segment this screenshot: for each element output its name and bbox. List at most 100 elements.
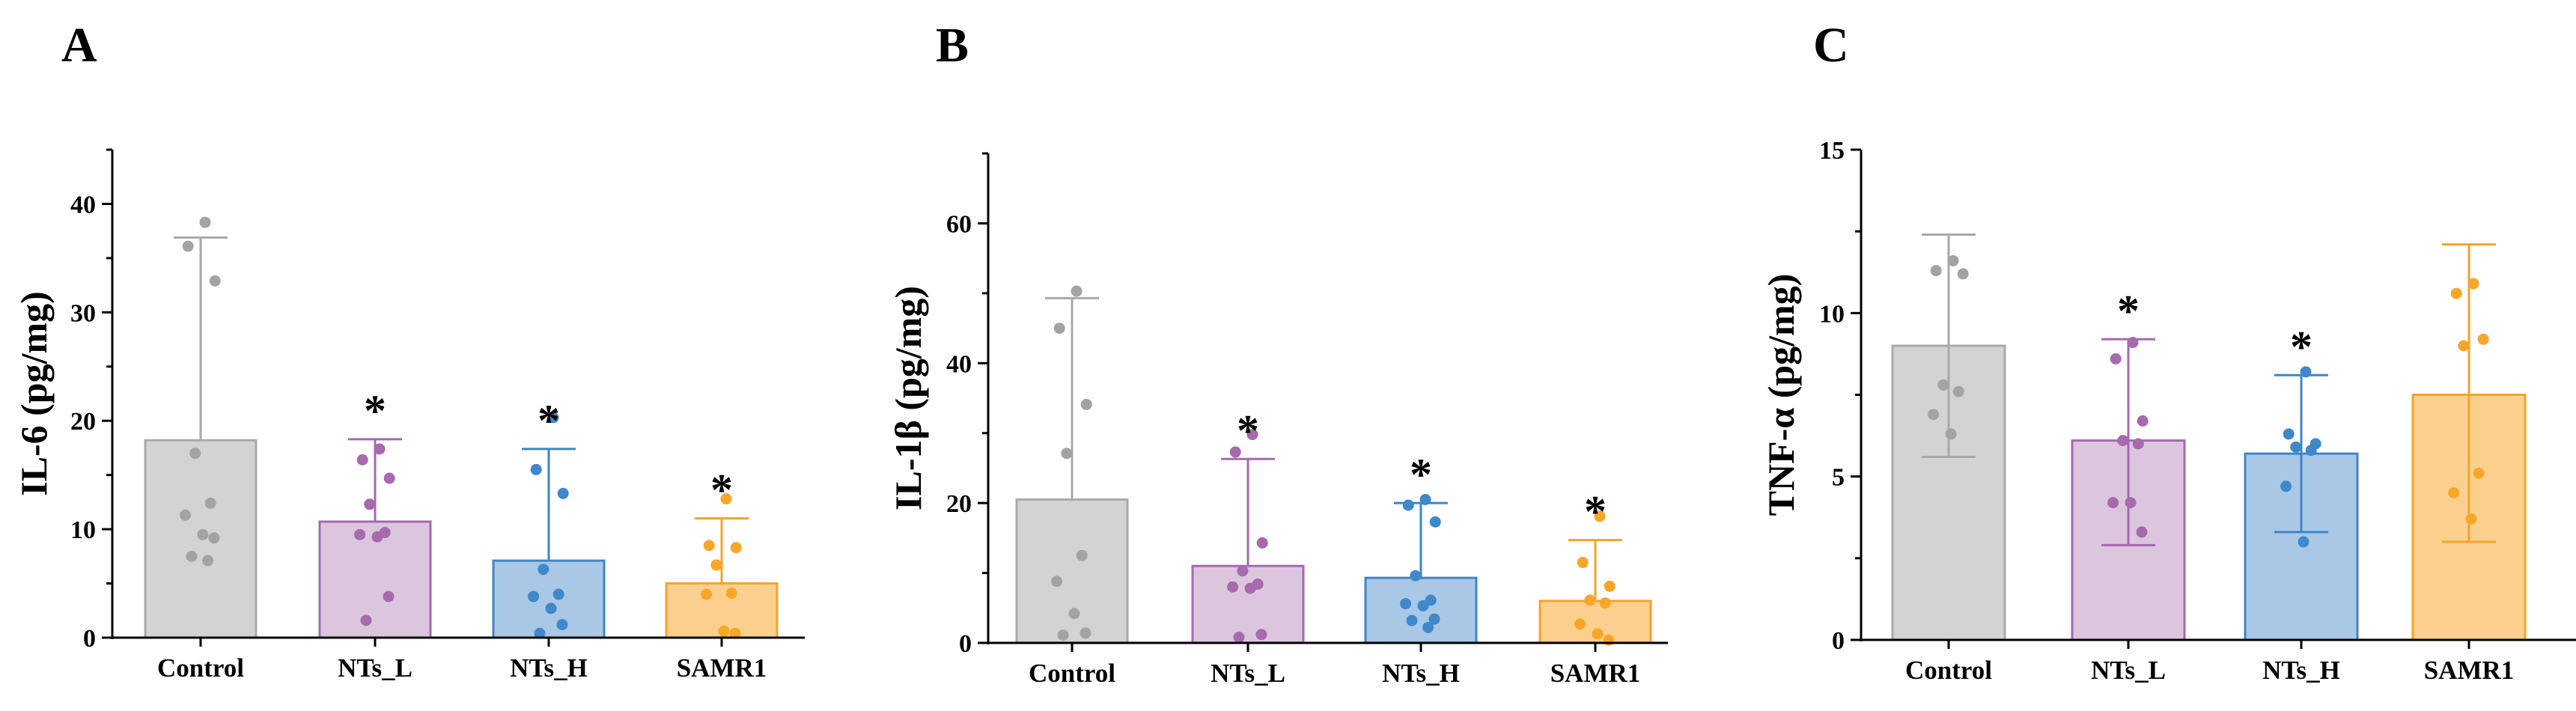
data-point-NTs_L [2136,526,2148,538]
panel-letter: A [61,18,97,73]
y-axis-label: TNF-α (pg/mg) [1760,274,1802,516]
data-point-Control [1057,629,1069,641]
data-point-NTs_H [528,591,540,602]
data-point-Control [189,448,201,460]
data-point-Control [1076,549,1088,561]
chart-panel-B: B IL-1β (pg/mg) Control * NTs_L * NTs_H * SAMR1 0… [887,18,1668,688]
chart-panel-C: C TNF-α (pg/mg) Control * NTs_L * NTs_H SAMR1 0 5… [1760,18,2576,685]
data-point-Control [186,550,198,562]
x-tick-label: NTs_L [338,653,412,683]
data-point-NTs_L [2107,497,2119,509]
data-point-Control [1071,285,1083,297]
data-point-NTs_H [1402,499,1414,511]
y-tick-label: 40 [70,191,96,219]
data-point-Control [1928,409,1940,421]
data-point-NTs_L [1227,581,1239,593]
x-tick-label: NTs_H [1382,659,1460,688]
data-point-Control [1053,323,1065,335]
data-point-NTs_H [545,602,557,614]
data-point-Control [1061,448,1073,460]
data-point-Control [1930,265,1942,277]
data-point-NTs_L [2117,435,2129,447]
data-point-NTs_L [1246,429,1258,441]
data-point-NTs_L [354,528,366,540]
data-point-NTs_H [2290,441,2302,453]
data-point-SAMR1 [2477,333,2489,345]
y-tick-label: 0 [959,630,972,658]
x-tick-label: SAMR1 [677,653,767,683]
data-point-Control [1947,254,1959,266]
data-point-NTs_L [2137,415,2149,427]
data-point-NTs_L [1256,537,1268,549]
data-point-SAMR1 [2465,513,2477,525]
data-point-Control [204,497,216,509]
data-point-NTs_H [2280,480,2292,492]
data-point-NTs_L [371,531,383,543]
data-point-SAMR1 [2458,340,2470,352]
x-tick-label: Control [157,653,244,683]
data-point-NTs_H [2305,445,2317,457]
data-point-NTs_H [1400,598,1412,610]
y-tick-label: 10 [1819,300,1845,328]
data-point-NTs_H [2300,366,2312,378]
significance-star: * [538,396,560,445]
data-point-NTs_L [383,591,395,602]
x-tick-label: NTs_L [2091,656,2166,685]
data-point-NTs_H [2283,428,2295,440]
y-axis-label: IL-6 (pg/mg) [13,291,55,496]
data-point-Control [199,216,211,228]
data-point-Control [1080,398,1092,410]
y-tick-label: 0 [83,625,96,653]
significance-star: * [1237,406,1259,455]
y-tick-label: 40 [946,350,972,378]
data-point-NTs_L [2110,353,2122,364]
data-point-NTs_L [364,498,376,510]
data-point-SAMR1 [1592,628,1604,640]
data-point-SAMR1 [1599,597,1611,609]
data-point-SAMR1 [725,588,737,599]
panel-letter: C [1813,18,1849,73]
data-point-Control [1957,268,1969,280]
data-point-NTs_L [2125,497,2137,509]
bar-NTs_H [492,559,606,639]
data-point-SAMR1 [1584,594,1596,606]
y-tick-label: 5 [1832,464,1845,492]
data-point-NTs_L [360,614,372,626]
data-point-SAMR1 [1574,618,1586,630]
data-point-Control [1080,627,1091,639]
data-point-NTs_L [2132,438,2144,450]
data-point-NTs_H [1410,570,1422,582]
data-point-NTs_H [1429,516,1441,528]
y-tick-label: 10 [70,516,96,544]
data-point-NTs_H [2298,536,2309,548]
data-point-NTs_L [374,443,386,455]
data-point-NTs_H [547,412,559,424]
data-point-SAMR1 [720,493,732,505]
data-point-NTs_L [356,454,368,466]
data-point-NTs_L [1237,565,1249,577]
data-point-SAMR1 [2448,487,2460,498]
data-point-SAMR1 [1577,557,1589,569]
data-point-NTs_H [1419,493,1431,505]
x-tick-label: NTs_H [2262,656,2340,685]
data-point-SAMR1 [2450,287,2462,299]
data-point-SAMR1 [730,542,742,554]
data-point-Control [1051,576,1063,588]
significance-star: * [364,386,386,436]
x-tick-label: SAMR1 [2424,656,2515,685]
y-tick-label: 60 [946,210,972,238]
y-tick-label: 20 [70,408,96,436]
data-point-Control [209,275,221,287]
data-point-NTs_H [556,619,568,631]
data-point-SAMR1 [1603,634,1615,646]
data-point-NTs_H [1406,614,1418,626]
chart-panel-A: A IL-6 (pg/mg) Control * NTs_L * NTs_H * SAMR1 0 1… [13,18,805,683]
x-tick-label: Control [1905,656,1992,685]
y-axis-label: IL-1β (pg/mg) [887,286,929,510]
data-point-NTs_H [538,564,549,576]
x-tick-label: NTs_L [1211,659,1285,688]
data-point-NTs_L [1255,629,1267,641]
data-point-NTs_H [1422,621,1434,633]
data-point-NTs_H [552,588,564,600]
data-point-NTs_L [1233,632,1245,644]
